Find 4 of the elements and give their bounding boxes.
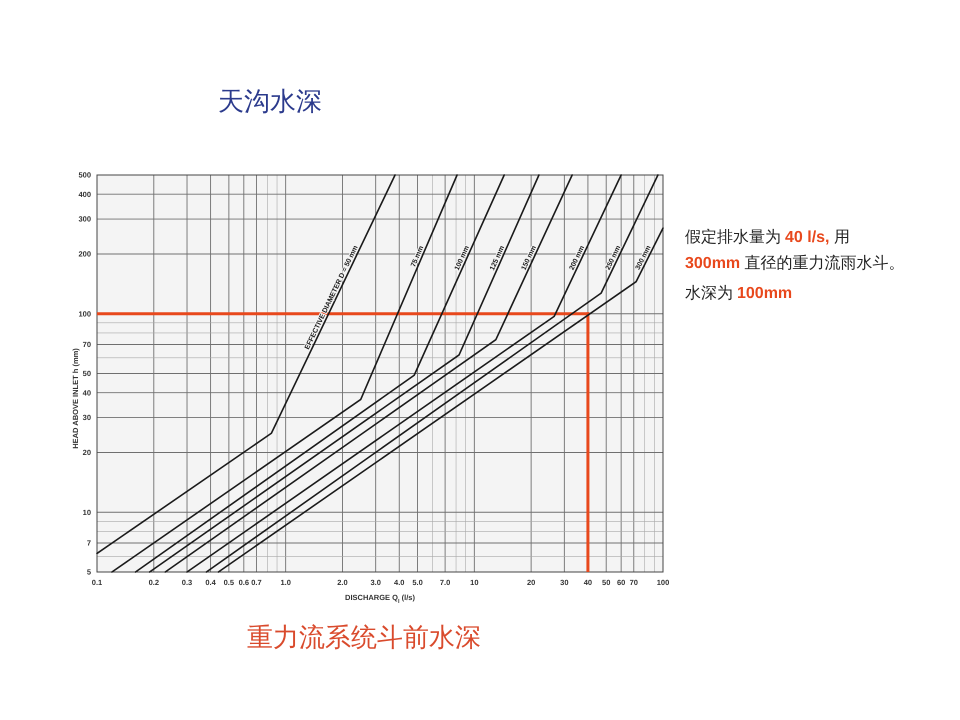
text: 水深为 100mm	[685, 284, 792, 302]
text: 重力流系统斗前水深	[247, 623, 481, 652]
chart-title: 天沟水深	[218, 87, 322, 116]
text: 假定排水量为 40 l/s, 用 300mm 直径的重力流雨水斗。	[685, 229, 905, 272]
